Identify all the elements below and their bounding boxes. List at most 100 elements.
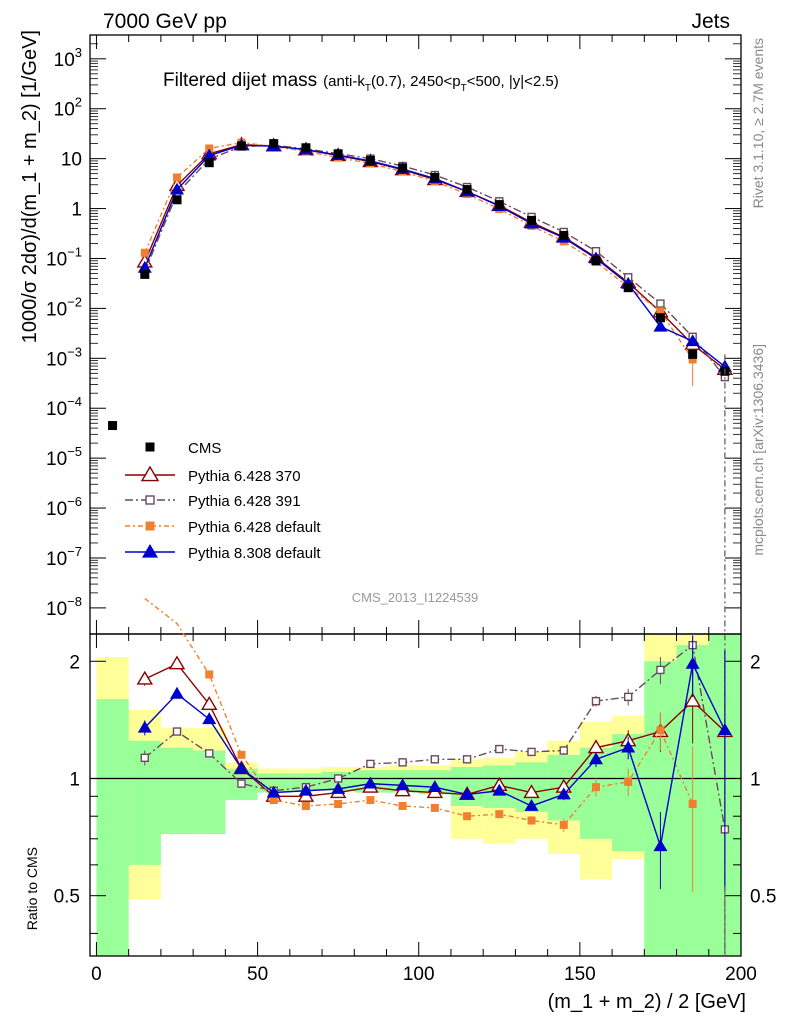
data-point bbox=[495, 810, 504, 819]
legend-item: Pythia 6.428 370 bbox=[125, 465, 301, 485]
data-point bbox=[172, 195, 182, 205]
y-tick-label: 10−3 bbox=[46, 344, 82, 370]
chart-title: Filtered dijet mass (anti-kT(0.7), 2450<p… bbox=[163, 70, 559, 94]
data-point bbox=[656, 665, 665, 675]
data-point bbox=[656, 299, 665, 308]
y-axis-label-top: 1000/σ 2dσ)/d(m_1 + m_2) [1/GeV] bbox=[19, 30, 41, 343]
y-tick-label: 10−7 bbox=[46, 544, 82, 570]
data-point bbox=[202, 712, 217, 725]
data-point bbox=[430, 755, 440, 764]
data-point bbox=[688, 355, 697, 364]
data-point bbox=[462, 755, 472, 764]
legend-label: Pythia 6.428 default bbox=[188, 519, 321, 536]
series-pythia-6-428-default bbox=[140, 138, 697, 364]
data-point bbox=[172, 727, 182, 736]
data-point bbox=[173, 173, 182, 182]
x-axis-label: (m_1 + m_2) / 2 [GeV] bbox=[548, 991, 746, 1013]
data-point bbox=[588, 752, 603, 765]
data-point bbox=[653, 319, 668, 332]
legend-item: Pythia 6.428 default bbox=[125, 519, 321, 536]
data-point bbox=[170, 686, 185, 699]
data-point bbox=[427, 780, 442, 793]
data-point bbox=[365, 155, 375, 165]
data-point bbox=[591, 696, 601, 706]
data-point bbox=[366, 796, 375, 805]
data-point bbox=[331, 781, 346, 794]
side-label-top: Rivet 3.1.10, ≥ 2.7M events bbox=[750, 38, 766, 208]
data-point bbox=[398, 758, 407, 767]
series-line bbox=[144, 141, 694, 360]
data-point bbox=[298, 783, 313, 796]
data-point bbox=[170, 182, 185, 195]
data-point bbox=[137, 260, 152, 273]
data-point bbox=[527, 747, 536, 757]
x-tick-label: 200 bbox=[725, 964, 757, 985]
ratio-tick-label-right: 1 bbox=[750, 769, 761, 790]
data-point bbox=[168, 655, 186, 670]
data-point bbox=[624, 692, 633, 702]
data-point bbox=[236, 141, 246, 151]
data-point bbox=[395, 778, 410, 791]
header-right: Jets bbox=[691, 10, 730, 33]
stat-uncertainty-band bbox=[193, 750, 226, 835]
data-point bbox=[398, 163, 408, 173]
data-point bbox=[523, 784, 540, 799]
data-point bbox=[591, 256, 601, 266]
data-point bbox=[655, 313, 665, 323]
y-tick-label: 10−5 bbox=[46, 444, 82, 470]
y-tick-label: 1 bbox=[71, 200, 82, 221]
data-point bbox=[492, 783, 507, 796]
data-point bbox=[266, 785, 281, 798]
data-point bbox=[237, 779, 246, 788]
data-point bbox=[623, 283, 633, 293]
y-tick-label: 10−1 bbox=[46, 244, 82, 270]
data-point bbox=[524, 798, 539, 811]
data-point bbox=[145, 521, 155, 531]
legend-item: CMS bbox=[145, 440, 221, 457]
y-tick-label: 103 bbox=[54, 45, 82, 71]
data-point bbox=[688, 799, 697, 808]
data-point bbox=[495, 744, 504, 754]
data-point bbox=[142, 544, 158, 558]
ratio-pythia-6-428-391 bbox=[140, 634, 730, 956]
data-point bbox=[145, 495, 155, 505]
ratio-line bbox=[144, 597, 694, 826]
data-point bbox=[140, 465, 160, 482]
stat-uncertainty-band bbox=[96, 699, 113, 956]
series-cms bbox=[108, 139, 730, 431]
legend: CMS Pythia 6.428 370 Pythia 6.428 391 Pythi… bbox=[125, 440, 321, 562]
y-tick-label: 10−8 bbox=[46, 594, 82, 620]
stat-uncertainty-band bbox=[112, 699, 129, 956]
y-axis-label-bottom: Ratio to CMS bbox=[24, 847, 40, 930]
data-point bbox=[363, 776, 378, 789]
data-point bbox=[234, 761, 249, 774]
ratio-series bbox=[136, 597, 734, 956]
data-point bbox=[430, 172, 440, 182]
data-point bbox=[269, 139, 279, 149]
data-point bbox=[559, 230, 569, 240]
data-point bbox=[205, 749, 214, 758]
data-point bbox=[556, 787, 571, 800]
stat-uncertainty-band bbox=[644, 661, 677, 956]
data-point bbox=[140, 248, 149, 257]
y-tick-label: 10−2 bbox=[46, 294, 82, 320]
data-point bbox=[108, 421, 118, 431]
data-point bbox=[201, 695, 218, 710]
subtitle-1: (anti-k bbox=[323, 73, 365, 90]
legend-label: Pythia 6.428 391 bbox=[188, 493, 301, 510]
side-label-bottom: mcplots.cern.ch [arXiv:1306.3436] bbox=[750, 344, 766, 556]
y-tick-label: 10 bbox=[61, 150, 82, 171]
data-point bbox=[656, 726, 665, 735]
ratio-pythia-8-308-default bbox=[137, 636, 732, 890]
data-point bbox=[366, 759, 375, 769]
data-point bbox=[527, 215, 537, 225]
subtitle-3: <500, |y|<2.5) bbox=[467, 73, 559, 90]
ratio-pythia-6-428-default bbox=[144, 597, 697, 893]
data-point bbox=[685, 334, 700, 347]
data-point bbox=[301, 143, 311, 153]
y-tick-label: 10−6 bbox=[46, 494, 82, 520]
data-point bbox=[136, 670, 154, 685]
data-point bbox=[205, 670, 214, 679]
x-tick-label: 150 bbox=[564, 964, 596, 985]
data-point bbox=[559, 746, 568, 755]
